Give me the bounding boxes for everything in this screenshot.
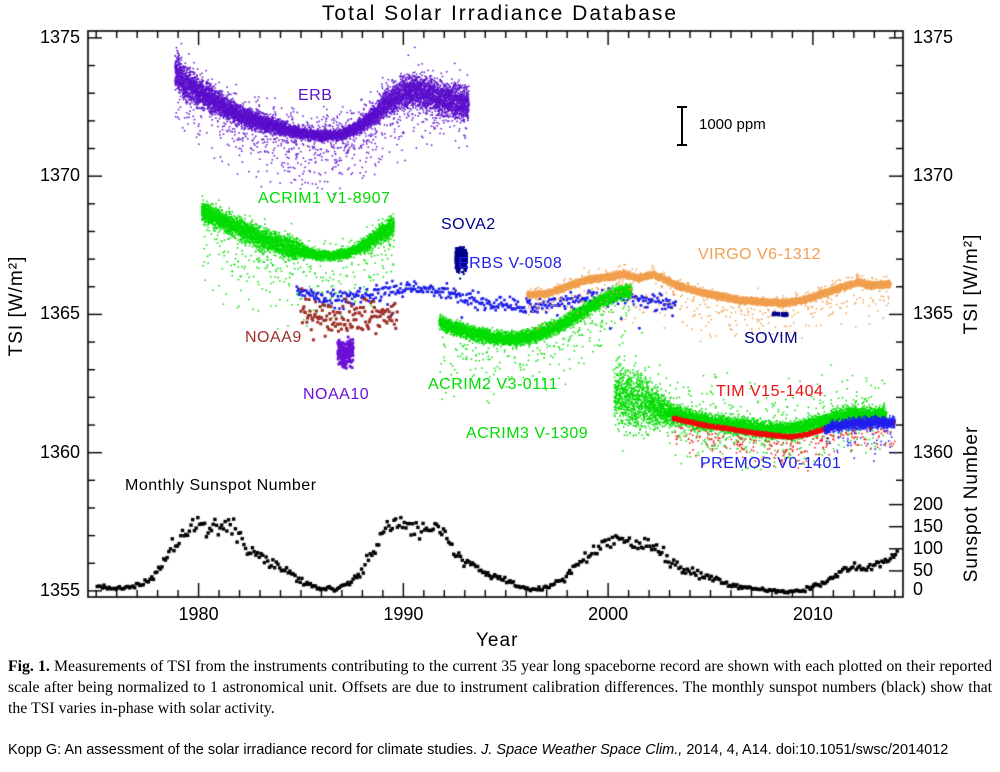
right-axis-title: TSI [W/m²] (961, 233, 982, 335)
left-axis-title: TSI [W/m²] (6, 255, 27, 357)
series-label-VIRGO: VIRGO V6-1312 (698, 246, 821, 263)
scale-bar-top-cap (677, 106, 687, 108)
sunspot-tick-0: 0 (913, 579, 924, 599)
citation-pre: Kopp G: An assessment of the solar irrad… (8, 742, 482, 758)
left-tick-1360: 1360 (39, 441, 80, 462)
x-axis-title: Year (476, 630, 519, 651)
chart-title: Total Solar Irradiance Database (321, 2, 679, 25)
left-tick-1365: 1365 (39, 303, 80, 324)
left-tick-1370: 1370 (39, 165, 80, 186)
scale-bar-bottom-cap (677, 144, 687, 146)
caption-tag: Fig. 1. (8, 658, 50, 675)
right-tick-1375: 1375 (913, 26, 954, 47)
scale-bar-stem (681, 107, 683, 145)
right-tick-1370: 1370 (913, 165, 954, 186)
citation-post: 2014, 4, A14. doi:10.1051/swsc/2014012 (682, 742, 949, 758)
citation-journal: J. Space Weather Space Clim., (481, 742, 683, 758)
scale-bar-label: 1000 ppm (699, 116, 766, 133)
citation: Kopp G: An assessment of the solar irrad… (8, 742, 992, 758)
series-label-sunspot: Monthly Sunspot Number (125, 477, 317, 494)
year-tick-2000: 2000 (588, 604, 629, 624)
series-label-ACRIM3: ACRIM3 V-1309 (466, 425, 589, 442)
plot-canvas (0, 0, 1000, 660)
sunspot-tick-100: 100 (913, 537, 944, 558)
series-label-NOAA9: NOAA9 (245, 329, 302, 346)
caption-text: Measurements of TSI from the instruments… (8, 658, 993, 718)
left-tick-1355: 1355 (39, 579, 80, 600)
left-tick-1375: 1375 (39, 26, 80, 47)
series-label-SOVIM-a: SOVIM (744, 330, 799, 347)
year-tick-1990: 1990 (383, 604, 424, 624)
series-label-ERBS: ERBS V-0508 (458, 255, 563, 272)
sunspot-tick-50: 50 (913, 559, 934, 580)
figure-caption: Fig. 1. Measurements of TSI from the ins… (8, 656, 992, 720)
series-label-PREMOS: PREMOS V0-1401 (700, 455, 842, 472)
tsi-chart: Total Solar Irradiance Database TSI [W/m… (0, 0, 1000, 660)
sunspot-tick-150: 150 (913, 515, 944, 536)
series-label-SOVA2: SOVA2 (441, 216, 496, 233)
series-label-ACRIM1: ACRIM1 V1-8907 (258, 190, 391, 207)
right-tick-1360: 1360 (913, 441, 954, 462)
right-tick-1365: 1365 (913, 303, 954, 324)
series-label-NOAA10: NOAA10 (303, 386, 370, 403)
sunspot-axis-title: Sunspot Number (961, 425, 982, 583)
series-label-ERB: ERB (298, 87, 333, 104)
year-tick-2010: 2010 (792, 604, 833, 624)
year-tick-1980: 1980 (178, 604, 219, 624)
series-label-TIM: TIM V15-1404 (716, 383, 824, 400)
series-label-ACRIM2: ACRIM2 V3-0111 (428, 376, 559, 393)
sunspot-tick-200: 200 (913, 493, 944, 514)
